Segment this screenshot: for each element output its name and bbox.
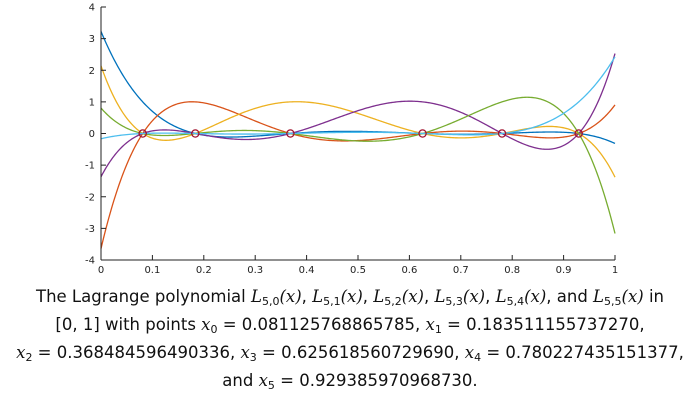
- curves-layer: [100, 31, 616, 249]
- caption-math: L: [495, 287, 507, 306]
- caption-math: L: [373, 287, 385, 306]
- caption-math: x: [201, 315, 211, 334]
- y-tick-label: 1: [89, 97, 95, 108]
- caption-math: L: [434, 287, 446, 306]
- caption-text: ,: [423, 287, 435, 306]
- caption-math: (x): [279, 287, 302, 306]
- caption-math: (x): [621, 287, 644, 306]
- x-tick-label: 0.6: [401, 265, 417, 276]
- y-tick-label: -2: [85, 192, 95, 203]
- caption-text: ,: [485, 287, 496, 306]
- y-tick-label: -1: [85, 161, 95, 172]
- figure-caption: The Lagrange polynomial L5,0(x), L5,1(x)…: [10, 283, 690, 395]
- caption-math: (x): [340, 287, 363, 306]
- caption-subscript: 5: [267, 379, 275, 392]
- caption-math: (x): [401, 287, 424, 306]
- x-tick-label: 0.2: [196, 265, 212, 276]
- caption-text: , and: [546, 287, 594, 306]
- node-marker: [418, 129, 427, 138]
- caption-text: The Lagrange polynomial: [35, 287, 251, 306]
- curve-0: [100, 31, 616, 145]
- x-tick-label: 0.7: [453, 265, 469, 276]
- caption-line-2: [0, 1] with points x0 = 0.08112576886578…: [10, 311, 690, 339]
- x-tick-label: 0.8: [504, 265, 520, 276]
- node-markers-layer: [138, 129, 583, 138]
- caption-line-3: x2 = 0.368484596490336, x3 = 0.625618560…: [10, 339, 690, 367]
- caption-value: = 0.780227435151377,: [481, 343, 684, 362]
- caption-subscript: 3: [249, 351, 257, 364]
- caption-subscript: 1: [434, 323, 442, 336]
- caption-value: = 0.625618560729690,: [256, 343, 465, 362]
- caption-text: [0, 1] with points: [55, 315, 202, 334]
- caption-subscript: 5,1: [323, 295, 341, 308]
- caption-subscript: 5,2: [384, 295, 402, 308]
- caption-value: = 0.368484596490336,: [32, 343, 241, 362]
- caption-subscript: 5,0: [261, 295, 280, 308]
- node-marker: [574, 129, 583, 138]
- y-tick-label: 2: [89, 66, 95, 77]
- axes-layer: -4 -3 -2 -1 0 1 2 3 4 0 0.1 0.2 0.3 0.4 0.5 0.6 0.7 0.8 0.…: [85, 3, 618, 277]
- lagrange-plot: -4 -3 -2 -1 0 1 2 3 4 0 0.1 0.2 0.3 0.4 0.5 0.6 0.7 0.8 0.…: [85, 3, 618, 277]
- caption-value: = 0.929385970968730.: [274, 371, 478, 390]
- x-tick-label: 0.5: [350, 265, 366, 276]
- caption-subscript: 2: [25, 351, 33, 364]
- node-marker: [138, 129, 147, 138]
- caption-text: ,: [362, 287, 374, 306]
- y-tick-label: 0: [89, 129, 95, 140]
- y-tick-label: -3: [85, 224, 95, 235]
- caption-text: ,: [301, 287, 313, 306]
- x-tick-label: 0.1: [144, 265, 160, 276]
- curve-1: [100, 101, 616, 249]
- caption-value: = 0.183511155737270,: [441, 315, 645, 334]
- caption-math: L: [312, 287, 324, 306]
- caption-math: x: [464, 343, 475, 362]
- caption-subscript: 5,4: [506, 295, 525, 308]
- curve-5: [100, 56, 616, 140]
- y-tick-label: 4: [89, 3, 95, 14]
- node-marker: [286, 129, 295, 138]
- x-tick-label: 0.4: [299, 265, 315, 276]
- node-marker: [191, 129, 200, 138]
- curve-2: [100, 65, 616, 178]
- x-tick-label: 0.9: [556, 265, 572, 276]
- caption-math: x: [258, 371, 268, 390]
- curve-3: [100, 53, 616, 178]
- caption-math: (x): [462, 287, 486, 306]
- caption-line-1: The Lagrange polynomial L5,0(x), L5,1(x)…: [10, 283, 690, 311]
- caption-subscript: 0: [210, 323, 218, 336]
- y-tick-label: 3: [89, 34, 95, 45]
- caption-math: (x): [524, 287, 547, 306]
- caption-math: x: [240, 343, 250, 362]
- y-tick-label: -4: [85, 256, 95, 267]
- caption-math: L: [593, 287, 605, 306]
- caption-subscript: 5,5: [604, 295, 622, 308]
- caption-subscript: 4: [474, 351, 482, 364]
- x-tick-label: 1: [612, 265, 618, 276]
- node-marker: [497, 129, 507, 138]
- caption-value: = 0.081125768865785,: [217, 315, 426, 334]
- caption-math: x: [16, 343, 26, 362]
- curve-4: [100, 96, 616, 234]
- caption-text: and: [222, 371, 259, 390]
- caption-math: L: [250, 287, 262, 306]
- caption-subscript: 5,3: [445, 295, 463, 308]
- caption-text: in: [643, 287, 664, 306]
- caption-math: x: [425, 315, 435, 334]
- caption-line-4: and x5 = 0.929385970968730.: [10, 367, 690, 395]
- x-tick-label: 0: [98, 265, 104, 276]
- x-tick-label: 0.3: [247, 265, 263, 276]
